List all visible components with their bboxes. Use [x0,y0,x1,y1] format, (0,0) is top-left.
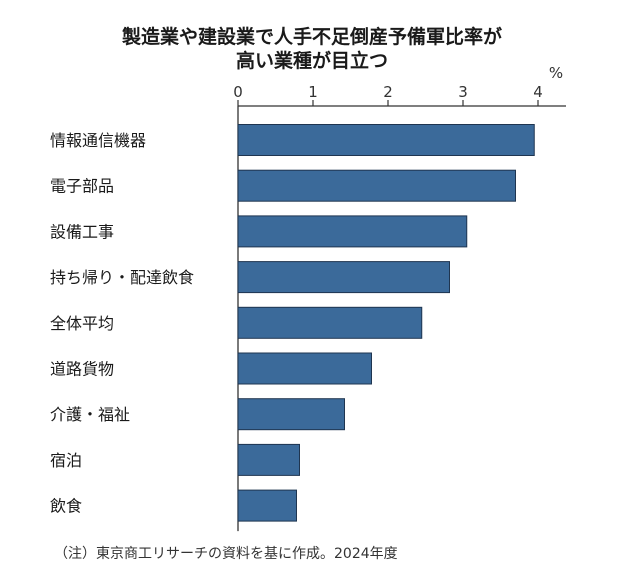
bars-group [237,124,535,522]
bar [237,443,300,476]
x-axis-ticks: 0 1 2 3 4 [233,83,543,106]
bar [237,306,423,339]
category-label: 飲食 [50,497,82,516]
x-tick-label: 4 [533,83,543,101]
category-label: 宿泊 [50,451,82,470]
category-label: 道路貨物 [50,360,114,379]
category-label: 持ち帰り・配達飲食 [50,268,194,287]
category-label: 設備工事 [50,222,114,241]
category-label: 情報通信機器 [50,131,146,150]
bar [237,398,345,431]
bar [237,352,372,385]
category-label: 介護・福祉 [50,405,130,424]
bar [237,489,297,522]
x-tick-label: 1 [308,83,318,101]
bar [237,124,535,156]
bar [237,261,450,294]
bar [237,215,468,248]
category-label: 全体平均 [50,314,114,333]
category-label: 電子部品 [50,177,114,196]
unit-label: % [549,64,563,82]
chart-title-line-1: 製造業や建設業で人手不足倒産予備軍比率が [121,25,502,48]
x-tick-label: 2 [383,83,393,101]
x-tick-label: 0 [233,83,243,101]
x-tick-label: 3 [458,83,468,101]
source-note: （注）東京商工リサーチの資料を基に作成。2024年度 [54,545,398,562]
chart-title-line-2: 高い業種が目立つ [236,49,388,72]
bar [237,169,516,202]
